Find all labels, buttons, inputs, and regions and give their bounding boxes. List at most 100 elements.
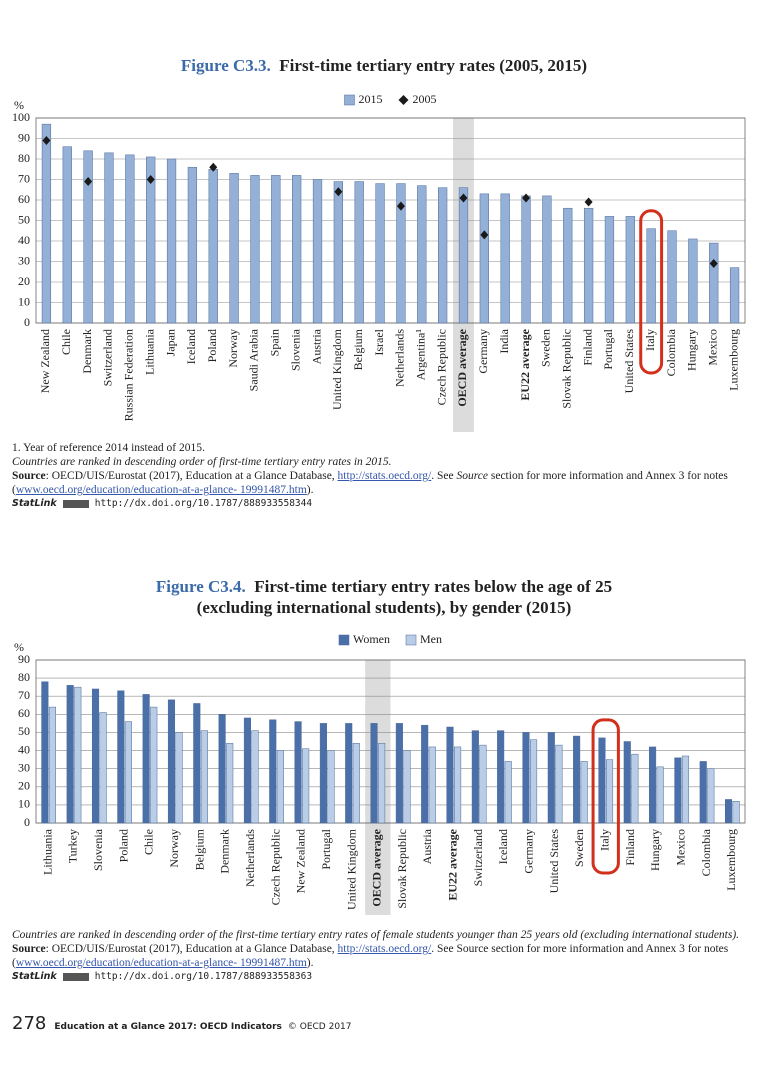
legend-label: Men [420, 632, 442, 646]
marker [396, 201, 405, 211]
bar [709, 242, 719, 324]
x-tick-label: India [497, 328, 511, 353]
bar [403, 750, 411, 824]
y-tick-label: 60 [18, 192, 30, 206]
copyright: © OECD 2017 [287, 1022, 352, 1032]
x-tick-label: Germany [522, 829, 536, 874]
bar [150, 706, 158, 824]
bar [66, 685, 74, 824]
x-tick-label: Poland [116, 829, 130, 862]
plot-frame [35, 117, 746, 324]
x-tick-label: Netherlands [243, 829, 257, 887]
source: Source: OECD/UIS/Eurostat (2017), Educat… [12, 469, 752, 497]
bar [250, 175, 260, 324]
link[interactable]: www.oecd.org/education/education-at-a-gl… [15, 957, 307, 969]
link[interactable]: http://stats.oecd.org/ [337, 470, 432, 482]
bar [124, 721, 132, 824]
highlight-circle [591, 718, 620, 875]
x-tick-label: New Zealand [294, 829, 308, 893]
bar [396, 183, 406, 324]
bar [729, 267, 740, 324]
x-tick-label: Colombia [699, 828, 713, 876]
statlink-url[interactable]: http://dx.doi.org/10.1787/888933558363 [94, 971, 313, 982]
x-tick-label: Lithuania [142, 328, 156, 375]
x-tick-label: OECD average [455, 328, 469, 406]
marker [522, 193, 531, 203]
y-tick-label: 80 [18, 151, 30, 165]
link[interactable]: www.oecd.org/education/education-at-a-gl… [15, 484, 307, 496]
bar [417, 185, 427, 324]
y-tick-label: 90 [18, 130, 30, 144]
y-tick-label: 60 [18, 706, 30, 720]
legend: Women Men [338, 632, 442, 646]
marker [84, 177, 93, 187]
bar [302, 748, 310, 824]
bar [446, 726, 454, 824]
bar [378, 743, 386, 824]
statlink-url[interactable]: http://dx.doi.org/10.1787/888933558344 [94, 498, 313, 509]
source-text: . See [431, 470, 457, 482]
y-tick-label: 100 [12, 110, 30, 124]
bar [583, 207, 594, 324]
marker [209, 162, 218, 172]
title-text: First-time tertiary entry rates (2005, 2… [279, 56, 588, 75]
bar [471, 730, 479, 824]
bar [276, 750, 284, 824]
bar [458, 187, 469, 324]
legend-label: 2015 [359, 92, 383, 106]
bar [395, 723, 403, 824]
bar [479, 744, 487, 824]
x-tick-label: Slovenia [91, 828, 105, 871]
marker [480, 230, 489, 240]
bar [504, 761, 512, 824]
source: Source: OECD/UIS/Eurostat (2017), Educat… [12, 942, 752, 970]
x-tick-label: Hungary [685, 329, 699, 371]
bar [187, 166, 198, 324]
x-tick-label: Italy [643, 329, 657, 351]
x-tick-label: Saudi Arabia [247, 328, 261, 391]
y-tick-label: 0 [24, 315, 30, 329]
x-tick-label: Finland [580, 329, 594, 366]
y-tick-label: 90 [18, 652, 30, 666]
source-text: section for more information and Annex 3… [12, 470, 728, 496]
x-tick-label: Sweden [572, 829, 586, 867]
marker [584, 197, 593, 207]
bar [312, 179, 323, 324]
x-tick-label: Israel [372, 328, 386, 355]
bar [62, 146, 72, 324]
link[interactable]: http://stats.oecd.org/ [337, 943, 432, 955]
bar [327, 750, 335, 824]
bar [41, 681, 49, 824]
x-tick-label: Switzerland [101, 329, 115, 386]
title-text: (excluding international students), by g… [196, 598, 572, 617]
y-axis-label: % [14, 98, 24, 112]
figure-number: Figure C3.4. [155, 577, 246, 596]
bar [631, 753, 639, 824]
bar [604, 216, 615, 324]
x-tick-label: Portugal [319, 828, 333, 869]
bar [707, 768, 715, 824]
legend-swatch [405, 634, 417, 646]
statlink-icon [62, 499, 89, 508]
x-tick-label: United Kingdom [344, 828, 358, 910]
x-tick-label: EU22 average [446, 828, 460, 900]
bar [573, 735, 581, 824]
x-tick-label: EU22 average [518, 328, 532, 400]
bar [146, 156, 156, 324]
bar [229, 173, 239, 324]
plot-frame [35, 659, 746, 824]
x-tick-label: Turkey [66, 829, 80, 863]
x-tick-label: Slovenia [288, 328, 302, 371]
bar [598, 737, 606, 824]
source-label: Source [12, 470, 46, 482]
statlink: StatLink http://dx.doi.org/10.1787/888933… [12, 970, 752, 984]
x-tick-label: Austria [420, 828, 434, 864]
page-number: 278 [12, 1013, 47, 1034]
bar [74, 686, 82, 824]
y-tick-label: 10 [18, 294, 30, 308]
x-tick-label: Germany [476, 329, 490, 374]
bar [681, 755, 690, 824]
source-text: ). [306, 484, 314, 496]
bar [269, 719, 277, 824]
x-tick-label: Iceland [184, 329, 198, 364]
